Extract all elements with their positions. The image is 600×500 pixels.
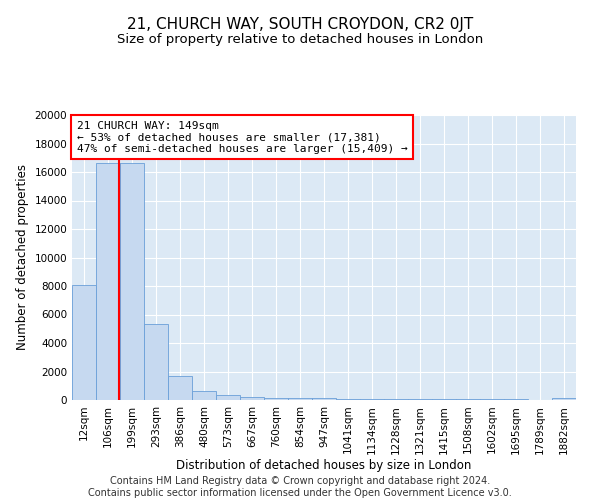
- Bar: [168, 376, 192, 400]
- Bar: [432, 399, 456, 400]
- Bar: [96, 162, 120, 400]
- Bar: [216, 396, 240, 400]
- X-axis label: Distribution of detached houses by size in London: Distribution of detached houses by size …: [176, 459, 472, 472]
- Bar: [360, 399, 384, 400]
- Bar: [408, 399, 432, 400]
- Bar: [288, 398, 312, 400]
- Bar: [384, 399, 408, 400]
- Bar: [240, 397, 264, 400]
- Bar: [72, 284, 96, 400]
- Bar: [552, 398, 576, 400]
- Bar: [264, 398, 288, 400]
- Text: 21, CHURCH WAY, SOUTH CROYDON, CR2 0JT: 21, CHURCH WAY, SOUTH CROYDON, CR2 0JT: [127, 18, 473, 32]
- Bar: [144, 324, 168, 400]
- Y-axis label: Number of detached properties: Number of detached properties: [16, 164, 29, 350]
- Text: 21 CHURCH WAY: 149sqm
← 53% of detached houses are smaller (17,381)
47% of semi-: 21 CHURCH WAY: 149sqm ← 53% of detached …: [77, 120, 408, 154]
- Bar: [336, 398, 360, 400]
- Bar: [192, 390, 216, 400]
- Bar: [312, 398, 336, 400]
- Text: Contains HM Land Registry data © Crown copyright and database right 2024.
Contai: Contains HM Land Registry data © Crown c…: [88, 476, 512, 498]
- Text: Size of property relative to detached houses in London: Size of property relative to detached ho…: [117, 32, 483, 46]
- Bar: [120, 162, 144, 400]
